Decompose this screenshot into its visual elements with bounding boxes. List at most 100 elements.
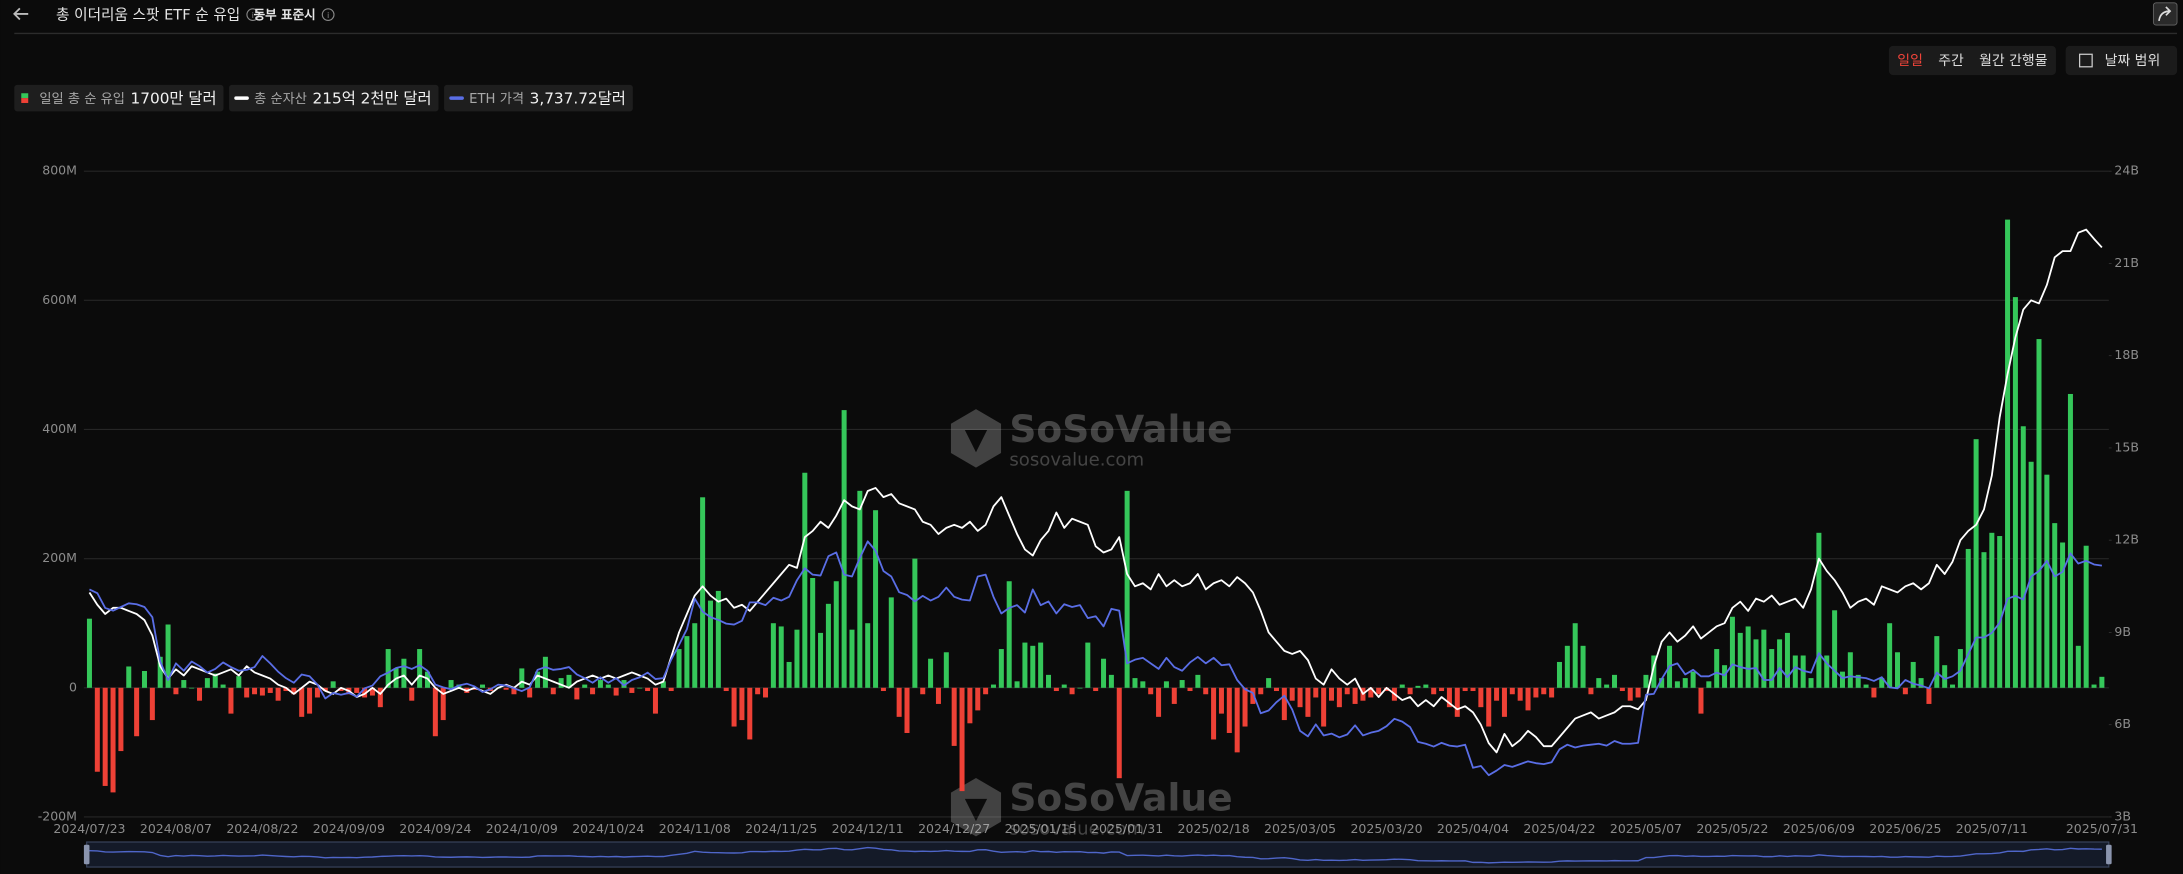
bar — [2099, 676, 2105, 688]
bar — [1839, 671, 1845, 688]
bar — [1486, 687, 1492, 727]
bar — [1871, 687, 1877, 698]
bar — [417, 649, 423, 688]
bar — [1808, 678, 1814, 688]
bar — [1706, 681, 1712, 688]
bar — [1478, 687, 1484, 708]
bar — [1132, 678, 1138, 688]
x-tick-label: 2025/05/22 — [1696, 821, 1768, 836]
bar — [1344, 687, 1350, 695]
bar — [1046, 674, 1052, 688]
bar — [157, 656, 163, 688]
bar — [1226, 687, 1232, 733]
bar — [2060, 542, 2066, 688]
x-tick-label: 2025/03/20 — [1350, 821, 1422, 836]
y-tick-label: 200M — [42, 550, 77, 565]
bar — [975, 687, 981, 711]
bar — [94, 687, 100, 772]
info-icon[interactable]: i — [321, 8, 335, 22]
bar — [912, 558, 918, 688]
bar — [1604, 684, 1610, 688]
bar — [1423, 684, 1429, 688]
bar — [1525, 687, 1531, 711]
bar — [1273, 687, 1279, 692]
legend-item[interactable]: ETH 가격 3,737.72달러 — [444, 84, 633, 112]
bar — [1784, 632, 1790, 688]
plot: -200M 0 200M 400M 600M 800M 3B 6B 9B 12B 15B 18B 21B… — [38, 163, 2139, 868]
bar — [1981, 552, 1987, 688]
bar — [1163, 681, 1169, 688]
legend-item[interactable]: 총 순자산 215억 2천만 달러 — [229, 84, 439, 112]
y2-tick-label: 24B — [2114, 163, 2139, 178]
bar — [645, 687, 651, 692]
bar — [2028, 461, 2034, 688]
x-tick-label: 2025/06/09 — [1783, 821, 1855, 836]
share-button[interactable] — [2152, 2, 2178, 26]
back-button[interactable] — [13, 7, 29, 21]
bar — [2091, 684, 2097, 688]
period-button[interactable]: 월간 간행물 — [1979, 53, 2048, 69]
legend-chip — [444, 84, 633, 112]
bar — [1053, 687, 1059, 692]
bar — [849, 629, 855, 688]
legend-item[interactable]: 일일 총 순 유입 1700만 달러 — [14, 84, 224, 112]
bar — [865, 623, 871, 688]
bar — [1564, 645, 1570, 688]
bar — [1619, 687, 1625, 692]
bar — [189, 687, 195, 689]
bar — [1894, 652, 1901, 688]
navigator-handle[interactable] — [83, 844, 90, 865]
bar — [983, 687, 989, 695]
bar — [1745, 626, 1751, 688]
navigator-handle[interactable] — [2106, 844, 2112, 865]
period-button[interactable]: 주간 — [1938, 53, 1964, 69]
period-button[interactable]: 일일 — [1897, 53, 1923, 69]
bar — [1006, 581, 1012, 688]
bar — [1014, 681, 1020, 688]
bar — [527, 687, 533, 698]
bar — [440, 687, 446, 721]
x-tick-label: 2025/01/31 — [1091, 821, 1163, 836]
bar — [1556, 661, 1562, 688]
bar — [1336, 687, 1342, 708]
bar — [1855, 674, 1861, 688]
bar — [998, 649, 1004, 688]
bar — [2075, 645, 2081, 688]
bar — [1022, 642, 1028, 688]
x-tick-label: 2025/07/31 — [2066, 821, 2138, 836]
bar — [2005, 219, 2011, 688]
bar — [1297, 687, 1303, 708]
x-tick-label: 2024/12/11 — [832, 821, 904, 836]
bar — [1462, 687, 1468, 692]
bar — [1509, 687, 1515, 695]
watermark-url: sosovalue.com — [1009, 450, 1144, 471]
bar — [967, 687, 973, 724]
bar — [1156, 687, 1162, 717]
line — [89, 540, 2103, 777]
bar — [1384, 687, 1390, 692]
bar — [652, 687, 658, 714]
legend-name: 일일 총 순 유입 — [39, 91, 125, 107]
date-range-button[interactable]: 날짜 범위 — [2065, 45, 2178, 76]
navigator[interactable] — [86, 841, 2110, 868]
bar — [1902, 687, 1908, 695]
bar — [1250, 687, 1256, 704]
bar — [1368, 687, 1374, 698]
bar — [173, 687, 179, 695]
bar — [1997, 536, 2003, 688]
bar — [1211, 687, 1217, 740]
info-icon[interactable]: i — [246, 8, 260, 22]
x-tick-label: 2025/04/04 — [1437, 821, 1509, 836]
x-tick-label: 2024/12/27 — [918, 821, 990, 836]
bar — [1942, 665, 1948, 688]
bar — [755, 687, 761, 695]
bar — [212, 673, 218, 688]
y2-tick-label: 18B — [2114, 347, 2139, 362]
bar — [291, 687, 297, 695]
bar — [1305, 687, 1311, 717]
period-selector: 일일 주간 월간 간행물 — [1888, 45, 2056, 76]
bar — [550, 687, 556, 695]
